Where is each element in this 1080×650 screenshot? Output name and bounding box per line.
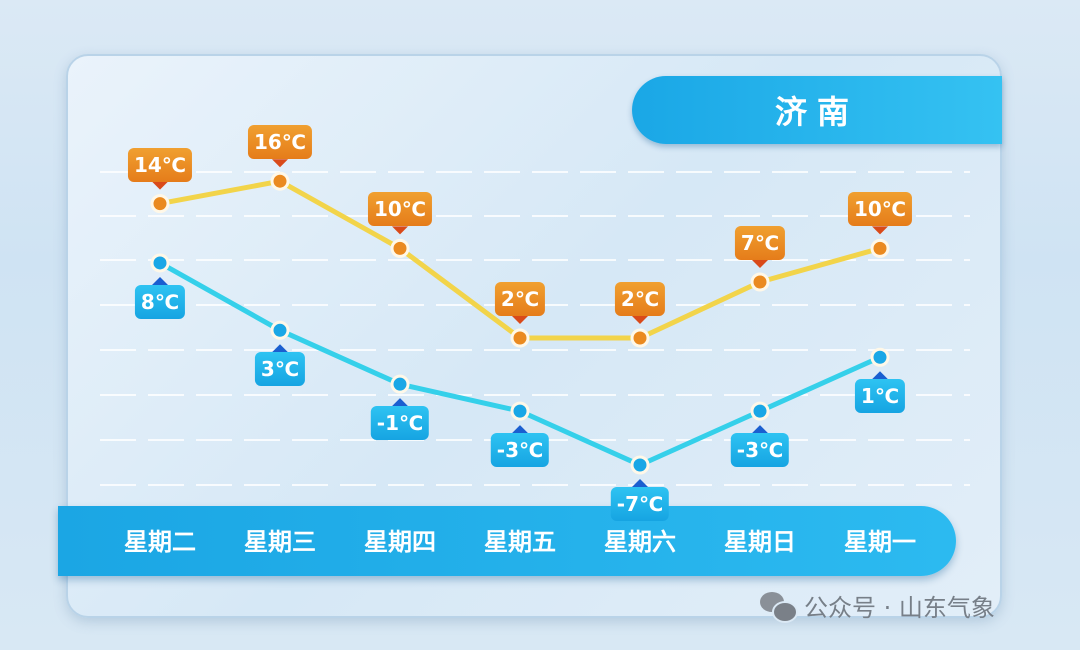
watermark: 公众号 · 山东气象: [760, 588, 995, 623]
day-label: 星期六: [604, 528, 676, 556]
high-temp-label: 2℃: [614, 282, 666, 316]
high-pointer: [632, 316, 648, 324]
high-temp-label: 7℃: [734, 226, 786, 260]
high-temp-label: 16℃: [247, 125, 313, 160]
high-pointer: [512, 316, 528, 324]
low-pointer: [632, 479, 648, 487]
low-point: [150, 253, 170, 273]
low-point: [870, 347, 890, 367]
wechat-icon: [760, 591, 798, 623]
high-pointer: [272, 159, 288, 168]
low-point: [270, 320, 290, 340]
high-temp-label: 2℃: [494, 282, 546, 316]
low-temp-label: 1℃: [854, 379, 906, 414]
low-pointer: [152, 276, 168, 285]
low-pointer: [272, 344, 288, 353]
high-point: [870, 238, 890, 258]
low-temp-label: 8℃: [134, 284, 186, 319]
low-point: [510, 401, 530, 421]
low-temp-label: -3℃: [490, 433, 550, 468]
high-pointer: [872, 226, 888, 235]
low-point: [750, 401, 770, 421]
day-label: 星期日: [724, 528, 796, 556]
high-point: [630, 328, 650, 348]
day-label: 星期二: [124, 528, 196, 556]
day-label: 星期一: [844, 528, 916, 556]
low-point: [390, 374, 410, 394]
high-point: [750, 272, 770, 292]
low-temp-label: 3℃: [254, 352, 306, 387]
high-point: [390, 238, 410, 258]
high-temp-label: 10℃: [847, 192, 913, 227]
high-temp-label: 10℃: [367, 192, 433, 227]
high-point: [510, 328, 530, 348]
low-temp-label: -3℃: [730, 433, 790, 468]
day-label: 星期五: [484, 528, 556, 556]
high-pointer: [152, 181, 168, 190]
city-title: 济南: [632, 76, 1002, 144]
watermark-text: 公众号 · 山东气象: [804, 594, 995, 622]
high-pointer: [392, 226, 408, 235]
low-pointer: [512, 425, 528, 434]
low-temp-label: -1℃: [370, 406, 430, 441]
low-pointer: [752, 425, 768, 434]
high-temp-label: 14℃: [127, 147, 193, 182]
day-label: 星期四: [364, 528, 436, 556]
low-point: [630, 455, 650, 475]
day-bar: [58, 506, 956, 576]
high-point: [270, 171, 290, 191]
low-pointer: [392, 398, 408, 407]
high-pointer: [752, 260, 768, 268]
low-temp-label: -7℃: [610, 487, 670, 521]
high-point: [150, 194, 170, 214]
day-label: 星期三: [244, 528, 316, 556]
low-pointer: [872, 371, 888, 380]
